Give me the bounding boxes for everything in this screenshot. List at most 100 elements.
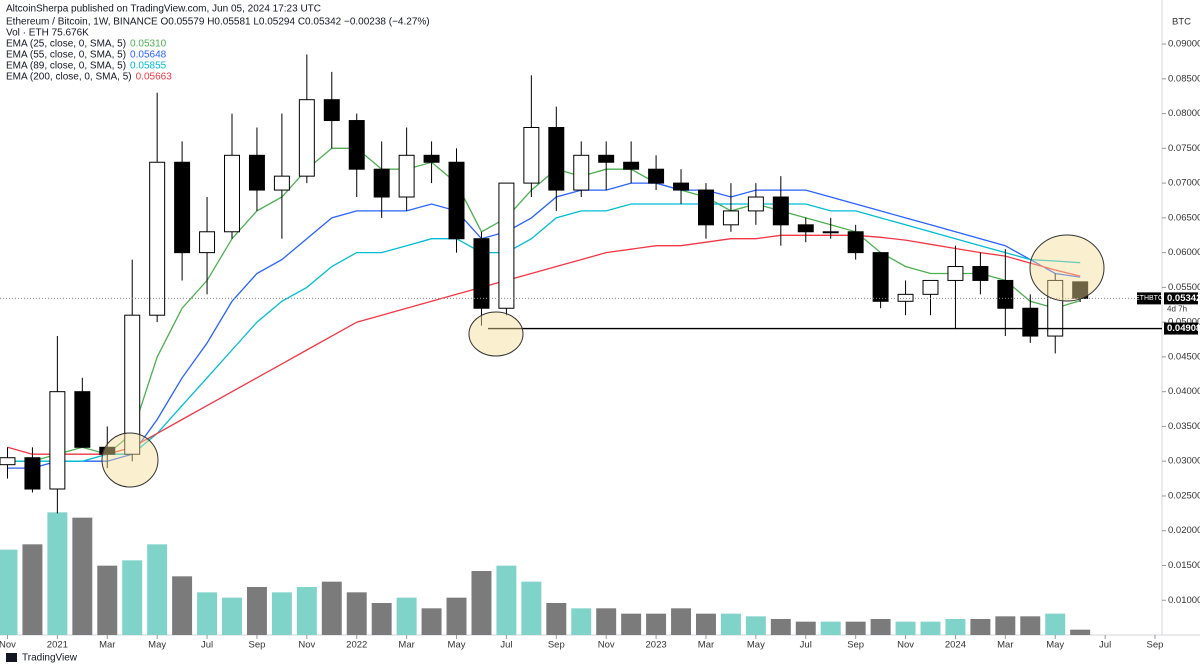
- volume-bar: [296, 587, 317, 635]
- axis-unit: BTC: [1172, 17, 1191, 28]
- candle-body: [697, 189, 714, 226]
- candle-body: [224, 154, 240, 233]
- candle-body: [174, 161, 191, 254]
- candle-body: [1047, 279, 1064, 337]
- volume-bar: [646, 613, 667, 635]
- candle-body: [398, 154, 415, 198]
- symbol-info: Ethereum / Bitcoin, 1W, BINANCE O0.05579…: [6, 17, 430, 28]
- volume-bar: [97, 565, 118, 635]
- volume-bar: [1070, 629, 1091, 635]
- y-tick-label: 0.03000: [1168, 456, 1200, 467]
- volume-bar: [696, 613, 716, 635]
- x-tick-label: 2023: [646, 640, 667, 651]
- volume-bar: [745, 616, 766, 635]
- annotation-circle: [1029, 234, 1105, 302]
- legend-entry: EMA (89, close, 0, SMA, 5): [6, 61, 126, 72]
- volume-bar: [0, 549, 18, 635]
- y-tick-label: 0.01500: [1168, 560, 1200, 571]
- candle-body: [573, 154, 590, 191]
- publisher: AltcoinSherpa published on TradingView.c…: [6, 4, 321, 15]
- y-tick-label: 0.07500: [1168, 143, 1200, 154]
- volume-bar: [47, 512, 68, 635]
- volume-bar: [346, 592, 367, 635]
- symbol-tag-bg: [1137, 292, 1161, 305]
- y-tick-label: 0.02500: [1168, 490, 1200, 501]
- volume-bar: [970, 619, 991, 635]
- annotation-circle: [468, 311, 524, 357]
- legend-entry: EMA (25, close, 0, SMA, 5): [6, 39, 126, 50]
- candle-body: [24, 457, 41, 490]
- volume-bar: [521, 581, 542, 635]
- candle-body: [673, 182, 690, 191]
- candle-body: [248, 154, 265, 191]
- volume-bar: [845, 621, 866, 635]
- legend-entry: EMA (200, close, 0, SMA, 5): [6, 72, 132, 83]
- x-tick-label: Sep: [1147, 640, 1164, 651]
- candle-body: [0, 457, 16, 466]
- x-tick-label: 2022: [346, 640, 367, 651]
- candle-body: [473, 238, 490, 309]
- candle-body: [847, 231, 864, 254]
- candle-body: [149, 161, 166, 316]
- y-tick-label: 0.01000: [1168, 595, 1200, 606]
- candle-body: [74, 391, 91, 448]
- volume-bar: [945, 619, 966, 635]
- ema-line: [7, 203, 1081, 462]
- volume-bar: [396, 597, 417, 635]
- candle-body: [648, 168, 665, 184]
- volume-bar: [596, 608, 617, 635]
- annotation-circle: [101, 432, 159, 488]
- candle-body: [997, 279, 1014, 309]
- candle-body: [947, 266, 964, 281]
- y-tick-label: 0.08500: [1168, 73, 1200, 84]
- x-tick-label: May: [448, 640, 466, 651]
- candle-body: [897, 293, 914, 302]
- volume-bar: [421, 608, 442, 635]
- ema-line: [7, 147, 1081, 462]
- candle-body: [523, 126, 540, 184]
- x-tick-label: Nov: [298, 640, 315, 651]
- volume-info: Vol · ETH 75.676K: [6, 28, 89, 39]
- volume-bar: [770, 619, 791, 635]
- y-tick-label: 0.02000: [1168, 525, 1200, 536]
- y-tick-label: 0.07000: [1168, 178, 1200, 189]
- y-tick-label: 0.05500: [1168, 282, 1200, 293]
- y-tick-label: 0.04500: [1168, 351, 1200, 362]
- volume-bar: [920, 621, 941, 635]
- x-tick-label: Nov: [0, 640, 16, 651]
- x-tick-label: Mar: [997, 640, 1013, 651]
- volume-bar: [147, 544, 168, 635]
- candle-body: [722, 210, 739, 226]
- volume-bar: [446, 597, 467, 635]
- legend-value: 0.05310: [130, 39, 167, 50]
- support-label: 0.04908: [1167, 323, 1200, 334]
- volume-bar: [371, 603, 392, 635]
- x-tick-label: Nov: [598, 640, 615, 651]
- volume-bar: [820, 621, 841, 635]
- volume-bar: [995, 616, 1016, 635]
- legend-entry: EMA (55, close, 0, SMA, 5): [6, 50, 126, 61]
- x-tick-label: May: [1046, 640, 1064, 651]
- x-tick-label: Jul: [800, 640, 812, 651]
- candle-body: [99, 446, 116, 455]
- candle-body: [498, 182, 515, 309]
- x-tick-label: Jul: [1099, 640, 1111, 651]
- candle-body: [822, 231, 839, 234]
- y-tick-label: 0.09000: [1168, 39, 1200, 50]
- x-tick-label: May: [747, 640, 765, 651]
- last-price-bg: [1164, 292, 1198, 305]
- volume-bar: [720, 613, 741, 635]
- candle-body: [49, 391, 66, 490]
- y-tick-label: 0.06500: [1168, 212, 1200, 223]
- volume-bar: [870, 619, 891, 635]
- symbol-tag: ETHBTC: [1135, 295, 1163, 302]
- candle-body: [298, 99, 315, 177]
- legend-value: 0.05648: [130, 50, 167, 61]
- volume-bar: [496, 565, 517, 635]
- candle-body: [199, 231, 216, 254]
- candle-body: [1022, 307, 1039, 337]
- candle-body: [124, 314, 141, 455]
- ema-line: [7, 234, 1081, 455]
- volume-bar: [122, 560, 143, 635]
